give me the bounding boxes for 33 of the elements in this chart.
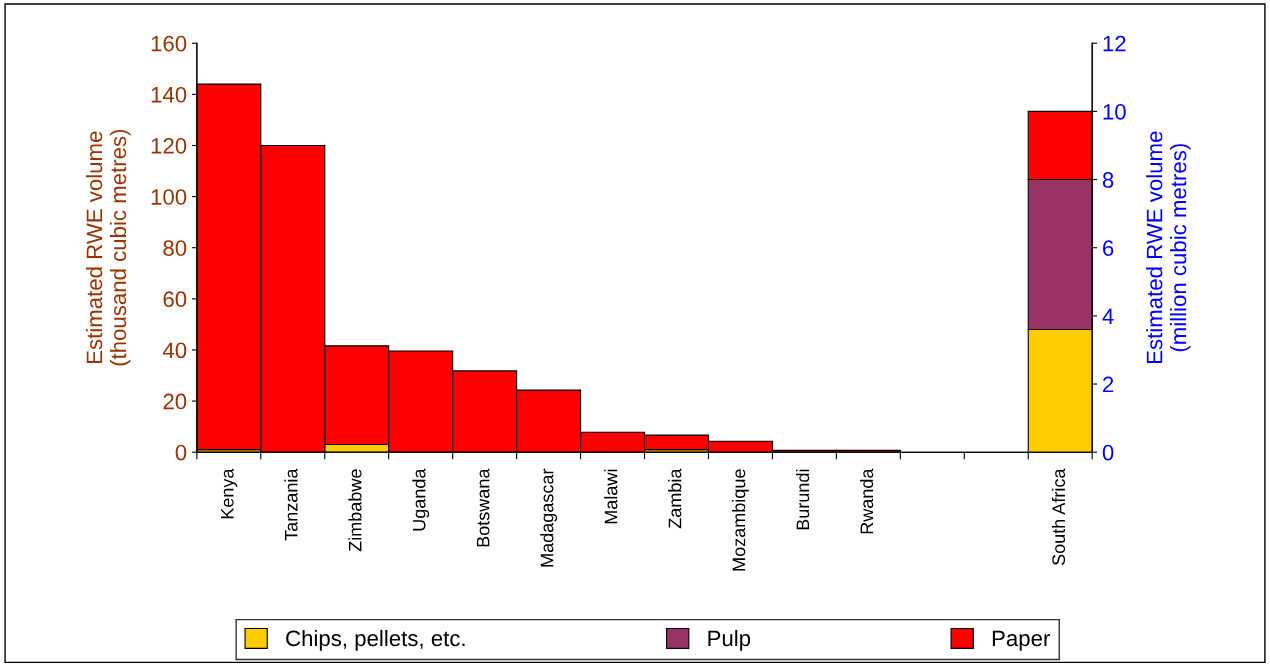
- x-tick-label: Burundi: [795, 469, 810, 530]
- x-tick-label: Kenya: [221, 468, 238, 519]
- x-tick-label: Zambia: [668, 468, 682, 529]
- x-tick-label: Zimbabwe: [348, 469, 362, 552]
- x-tick-label: South Africa: [1051, 468, 1066, 566]
- x-tick-label: Uganda: [412, 468, 430, 531]
- y-tick-label: 60: [163, 291, 187, 308]
- x-tick-label: Botswana: [476, 468, 490, 547]
- y-tick-label: 80: [163, 240, 187, 256]
- legend-label: Pulp: [708, 629, 751, 651]
- y2-tick-label: 12: [1103, 35, 1126, 52]
- y-tick-label: 160: [151, 35, 187, 52]
- y-tick-label: 120: [151, 138, 187, 154]
- y2-tick-label: 6: [1103, 240, 1114, 256]
- legend-label: Paper: [992, 630, 1050, 651]
- legend-label: Chips, pellets, etc.: [286, 629, 465, 651]
- x-tick-label: Madagascar: [540, 468, 558, 567]
- x-tick-label: Rwanda: [859, 468, 874, 534]
- y-tick-label: 20: [163, 393, 187, 410]
- y2-tick-label: 4: [1102, 308, 1114, 324]
- x-tick-label: Mozambique: [732, 469, 749, 571]
- y2-tick-label: 8: [1102, 172, 1114, 188]
- y-tick-label: 140: [151, 86, 187, 103]
- x-tick-label: Malawi: [604, 469, 618, 524]
- y-tick-label: 0: [175, 444, 187, 461]
- y2-tick-label: 0: [1102, 444, 1114, 461]
- y2-tick-label: 10: [1103, 103, 1126, 120]
- y-tick-label: 40: [162, 342, 187, 359]
- y2-axis-title: Estimated RWE volume (million cubic metres): [1146, 131, 1191, 364]
- x-tick-label: Tanzania: [284, 468, 298, 541]
- y2-tick-label: 2: [1103, 376, 1114, 393]
- y-axis-title: Estimated RWE volume (thousand cubic metres): [85, 129, 131, 366]
- y-tick-label: 100: [151, 189, 187, 205]
